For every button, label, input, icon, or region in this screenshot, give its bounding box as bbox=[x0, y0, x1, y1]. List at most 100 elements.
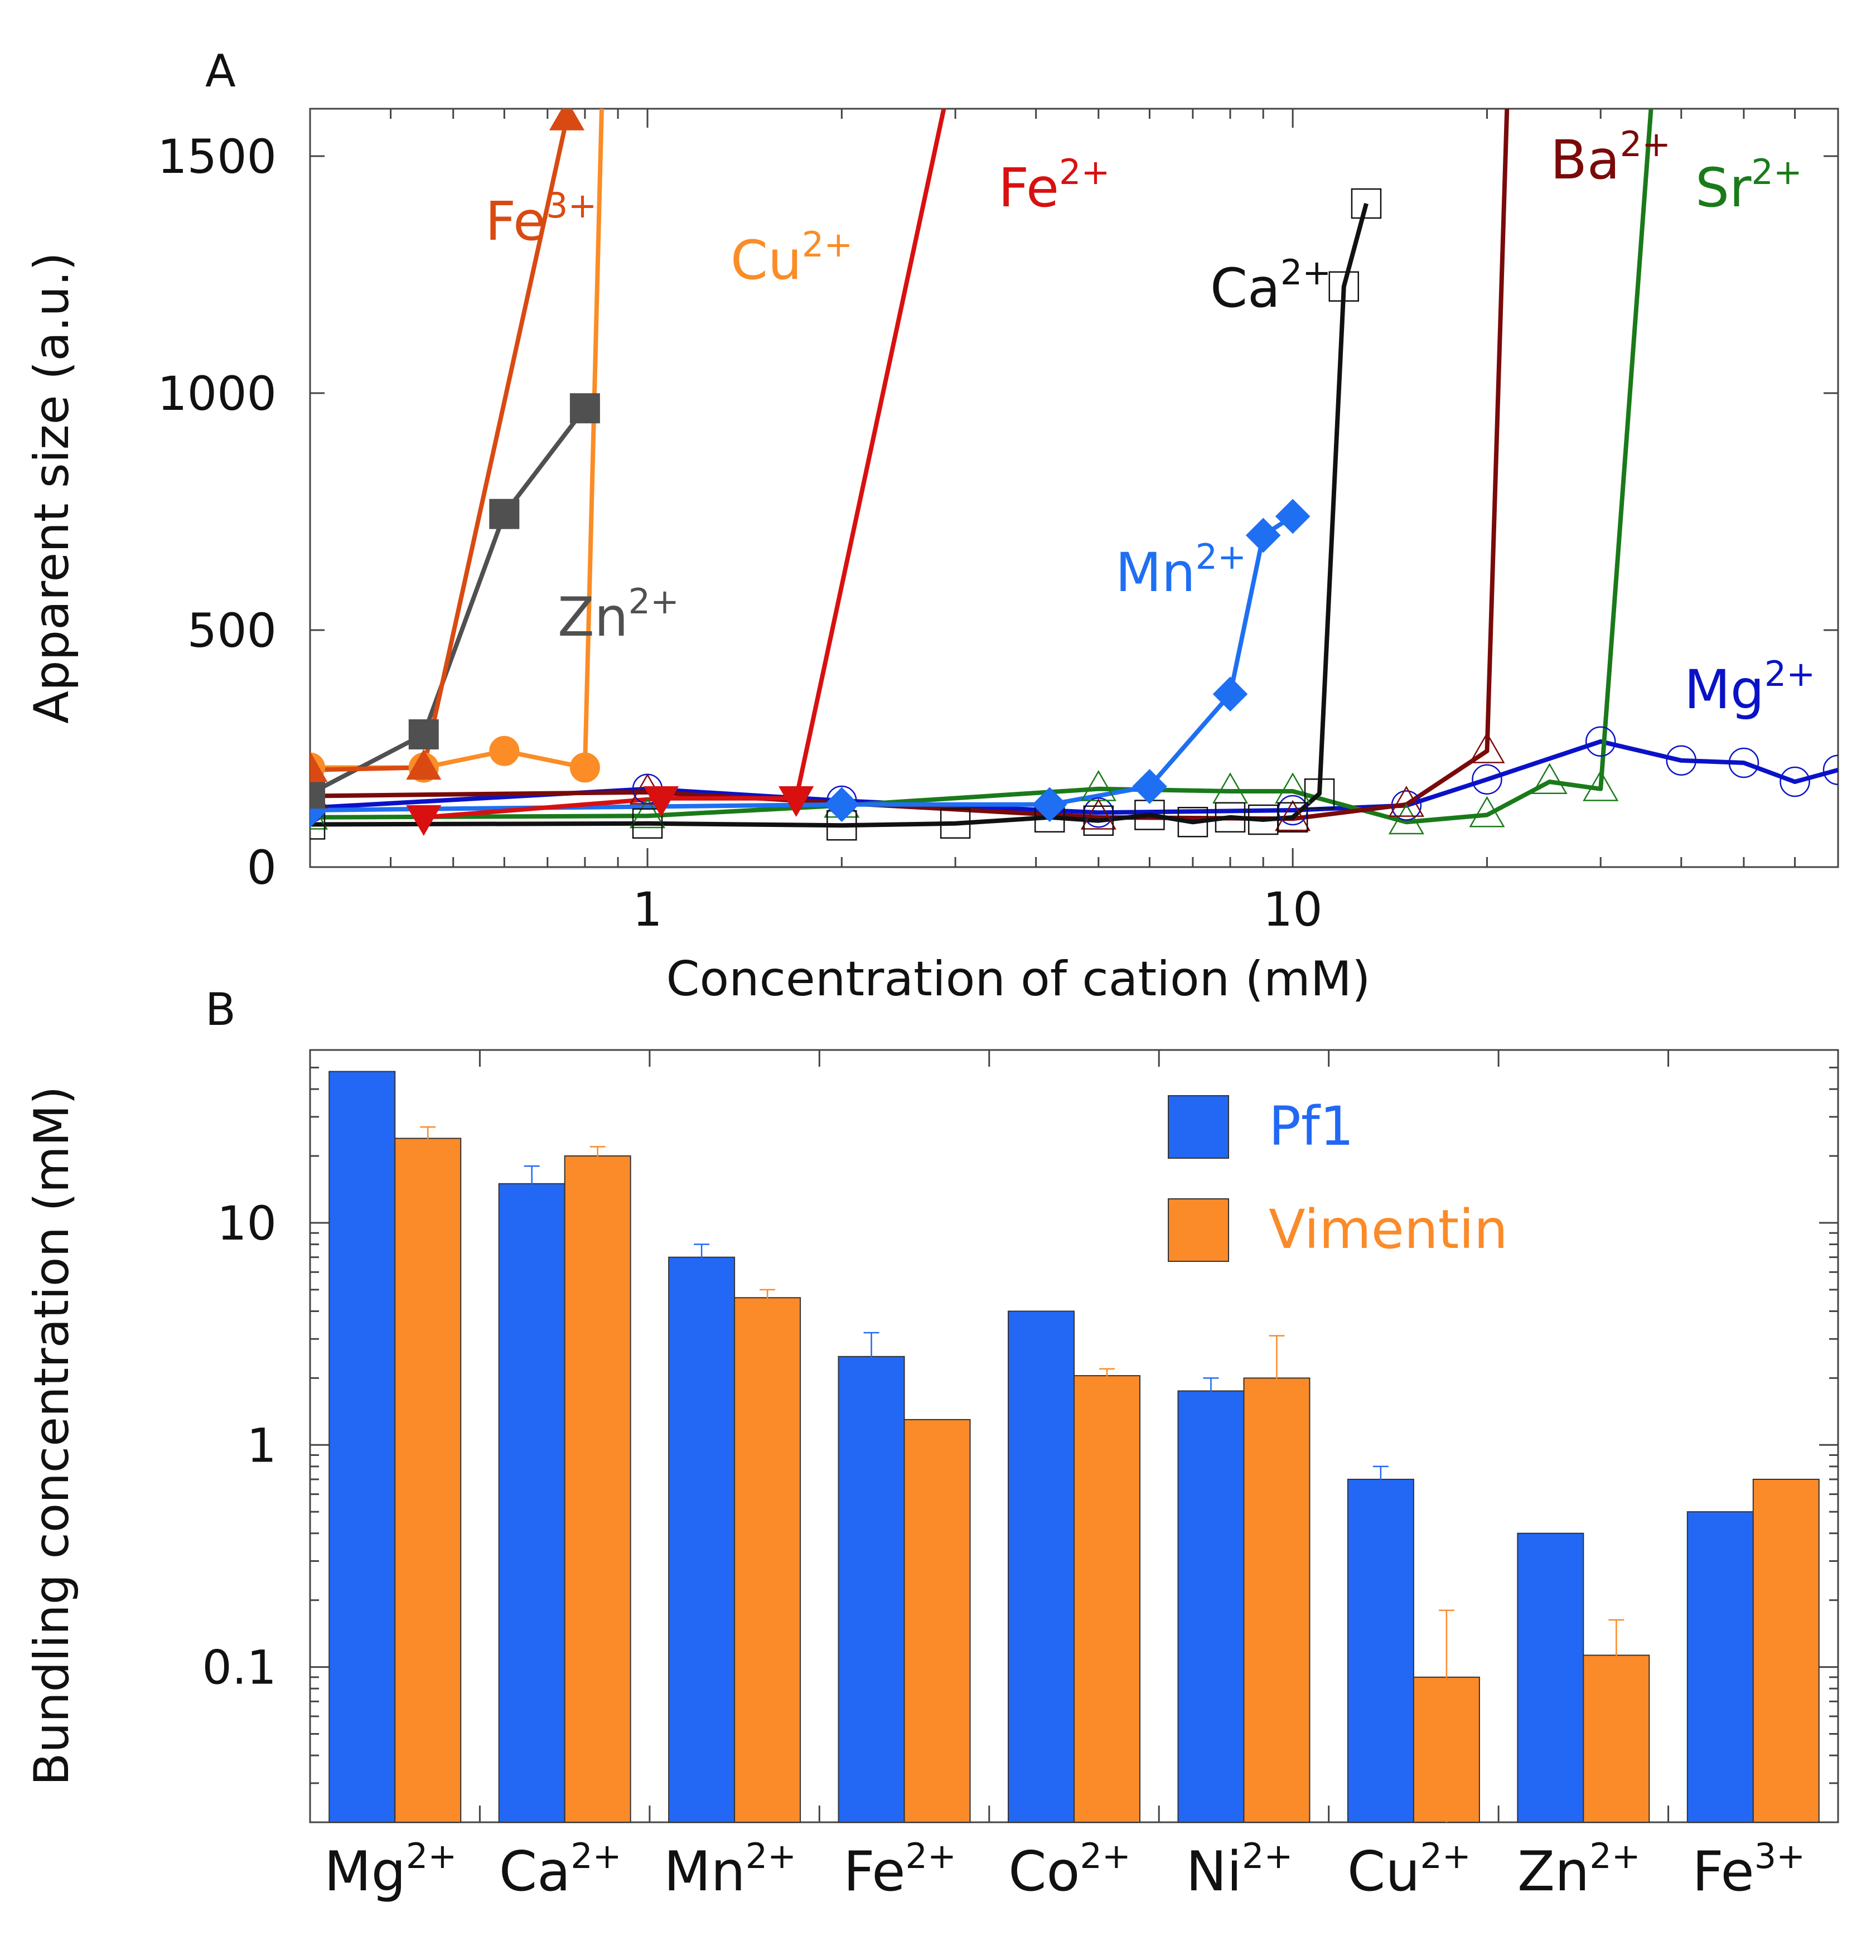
panel-a-x-tick-labels: 1 10 bbox=[632, 882, 1322, 937]
panel-b-y-axis-title: Bundling concentration (mM) bbox=[24, 1086, 80, 1786]
sr-label: Sr2+ bbox=[1695, 152, 1802, 219]
bar-pf1-fe3p bbox=[1686, 1511, 1754, 1823]
bar-vimentin-co2p bbox=[1074, 1375, 1140, 1823]
a-ytick-label: 500 bbox=[187, 603, 277, 658]
category-label-charge: 2+ bbox=[1080, 1836, 1130, 1876]
category-label-charge: 2+ bbox=[1242, 1836, 1293, 1876]
zn-label: Zn2+ bbox=[558, 581, 679, 649]
mg-marker bbox=[1780, 766, 1810, 797]
sr-marker bbox=[1583, 770, 1619, 801]
mg-marker bbox=[1728, 747, 1759, 778]
panel-a-series-labels: Fe3+Zn2+Cu2+Fe2+Mn2+Ca2+Ba2+Sr2+Mg2+ bbox=[485, 124, 1815, 721]
cu-marker bbox=[489, 735, 520, 766]
ca-marker bbox=[1083, 805, 1114, 836]
ca-marker bbox=[1177, 807, 1208, 838]
category-label-base: Ca bbox=[499, 1840, 570, 1904]
category-label-charge: 2+ bbox=[1589, 1836, 1640, 1876]
bar-pf1-mg2p bbox=[328, 1071, 396, 1823]
a-ytick-label: 1000 bbox=[157, 366, 277, 421]
panel-a-y-axis-title: Apparent size (a.u.) bbox=[24, 252, 80, 724]
mn-marker bbox=[1245, 517, 1281, 553]
category-label: Ni2+ bbox=[1186, 1836, 1293, 1904]
category-label: Ca2+ bbox=[499, 1836, 622, 1904]
sr-label-base: Sr bbox=[1695, 157, 1752, 219]
category-label-charge: 2+ bbox=[406, 1836, 457, 1876]
mg-label: Mg2+ bbox=[1684, 654, 1815, 721]
ca-marker bbox=[632, 808, 663, 839]
ba-marker bbox=[1388, 786, 1424, 817]
legend-label-vimentin: Vimentin bbox=[1269, 1198, 1508, 1261]
a-ytick-label: 0 bbox=[247, 840, 277, 895]
category-label: Fe2+ bbox=[843, 1836, 956, 1904]
bar-vimentin-fe3p bbox=[1752, 1478, 1820, 1823]
panel-b-label: B bbox=[205, 984, 236, 1035]
fe3-label-base: Fe bbox=[485, 190, 546, 253]
fe2-label: Fe2+ bbox=[998, 152, 1110, 219]
category-label-charge: 2+ bbox=[1420, 1836, 1471, 1876]
zn-marker bbox=[408, 719, 439, 749]
bar-vimentin-ca2p bbox=[564, 1155, 631, 1823]
ca-label-charge: 2+ bbox=[1280, 252, 1331, 293]
panel-b-y-tick-labels: 0.1 1 10 bbox=[202, 1196, 277, 1695]
mg-marker bbox=[1391, 790, 1422, 821]
ca-marker bbox=[1215, 802, 1246, 833]
sr-line bbox=[310, 109, 1653, 825]
category-label-base: Co bbox=[1008, 1840, 1080, 1904]
ca-marker bbox=[1277, 802, 1308, 833]
ca-marker bbox=[940, 808, 971, 839]
panel-a-markers bbox=[310, 109, 1838, 841]
category-label-base: Cu bbox=[1347, 1840, 1420, 1904]
cu-label: Cu2+ bbox=[731, 224, 853, 292]
zn-marker bbox=[489, 499, 520, 529]
fe3-marker bbox=[549, 109, 585, 130]
sr-marker bbox=[629, 797, 666, 829]
category-label: Co2+ bbox=[1008, 1836, 1131, 1904]
bar-vimentin-mg2p bbox=[394, 1138, 462, 1823]
category-label: Cu2+ bbox=[1347, 1836, 1471, 1904]
panel-a-label: A bbox=[205, 45, 236, 97]
category-label-charge: 2+ bbox=[570, 1836, 621, 1876]
zn-line bbox=[310, 406, 587, 796]
ca-marker bbox=[1304, 778, 1335, 809]
a-xtick-label: 10 bbox=[1263, 882, 1323, 937]
mg-marker bbox=[1822, 754, 1838, 785]
sr-marker bbox=[1469, 796, 1505, 827]
fe3-label-charge: 3+ bbox=[546, 185, 597, 226]
cu-label-charge: 2+ bbox=[802, 224, 853, 265]
fe3-label: Fe3+ bbox=[485, 185, 597, 253]
mn-marker bbox=[1032, 787, 1067, 822]
b-ytick-label: 10 bbox=[217, 1196, 277, 1251]
ca-marker bbox=[310, 809, 326, 840]
panel-a: A 0 500 1000 1500 1 10 Concentration of cati… bbox=[24, 45, 1839, 1007]
category-label-base: Mg bbox=[324, 1840, 406, 1904]
legend-swatch-vimentin bbox=[1168, 1198, 1229, 1262]
bar-pf1-mn2p bbox=[668, 1256, 736, 1823]
fe3-marker bbox=[406, 749, 442, 780]
b-ytick-label: 0.1 bbox=[202, 1640, 277, 1695]
b-ytick-label: 1 bbox=[247, 1418, 277, 1473]
panel-b-error-bars bbox=[420, 1126, 1624, 1822]
fe2-marker bbox=[643, 786, 679, 817]
panel-a-y-tick-labels: 0 500 1000 1500 bbox=[157, 129, 277, 895]
sr-marker bbox=[1212, 772, 1249, 804]
mn-marker bbox=[824, 787, 859, 822]
ca-marker bbox=[1328, 271, 1360, 302]
category-label: Mn2+ bbox=[664, 1836, 796, 1904]
category-label-base: Mn bbox=[664, 1840, 746, 1904]
category-label-charge: 2+ bbox=[906, 1836, 956, 1876]
bar-pf1-zn2p bbox=[1517, 1532, 1584, 1823]
a-ytick-label: 1500 bbox=[157, 129, 277, 184]
sr-marker bbox=[1388, 803, 1424, 835]
panel-b-legend: Pf1 Vimentin bbox=[1168, 1095, 1508, 1262]
legend-swatch-pf1 bbox=[1168, 1095, 1229, 1159]
cu-marker bbox=[569, 752, 600, 783]
category-label-base: Fe bbox=[1692, 1840, 1754, 1904]
a-xtick-label: 1 bbox=[632, 882, 662, 937]
panel-a-ticks bbox=[309, 109, 1839, 868]
sr-label-charge: 2+ bbox=[1751, 152, 1802, 192]
panel-a-x-axis-title: Concentration of cation (mM) bbox=[666, 951, 1370, 1007]
mn-label: Mn2+ bbox=[1115, 536, 1246, 604]
fe2-line bbox=[423, 109, 946, 820]
